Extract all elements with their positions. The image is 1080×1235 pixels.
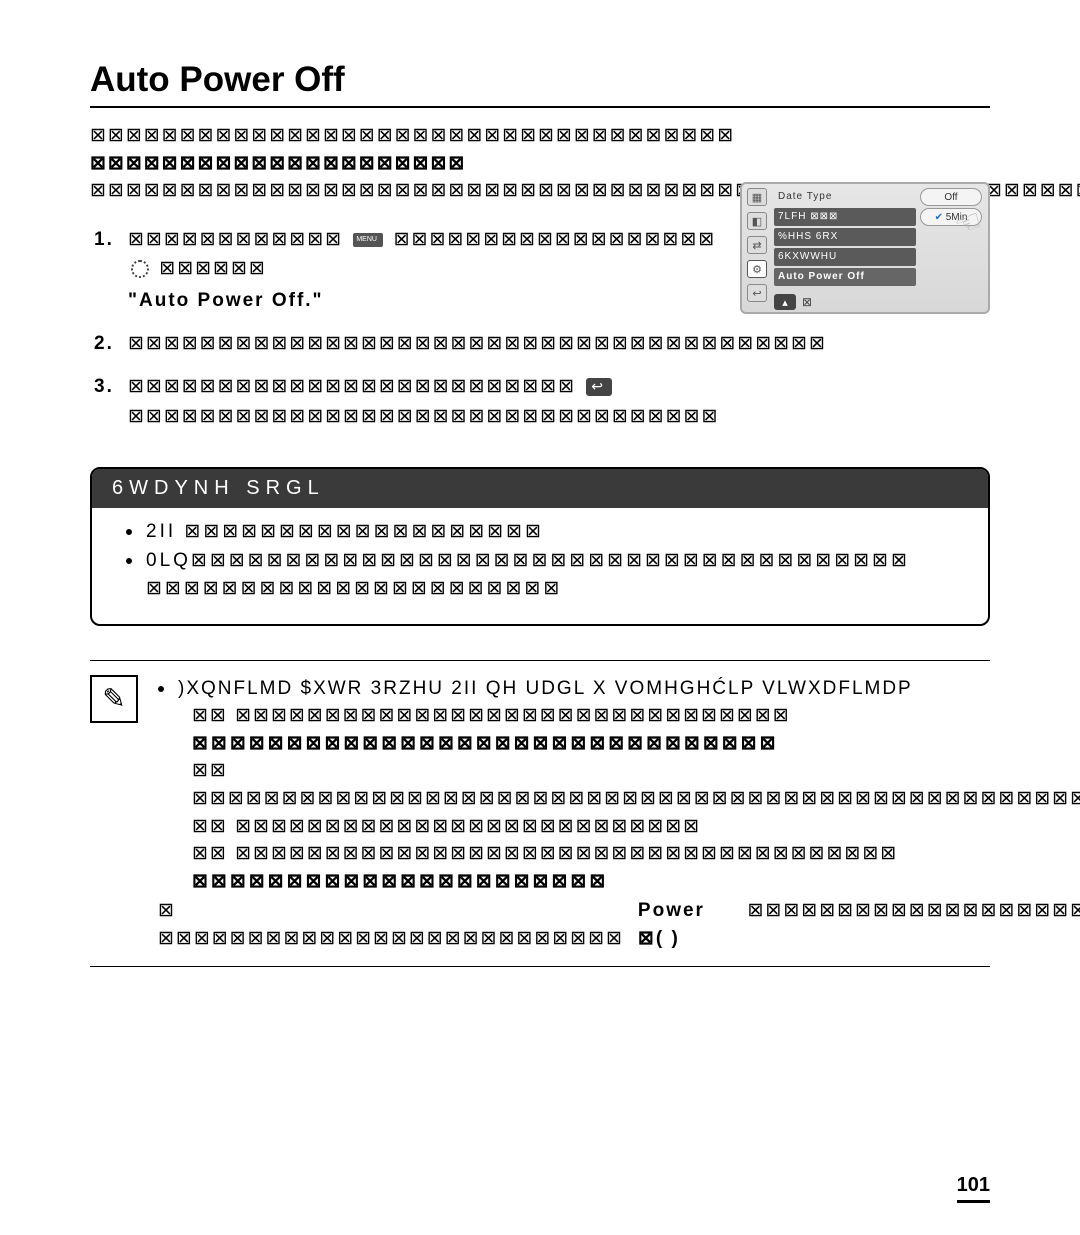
note-ind4a: ⊠⊠ ⊠⊠⊠⊠⊠⊠⊠⊠⊠⊠⊠⊠⊠⊠⊠⊠⊠⊠⊠⊠⊠⊠⊠⊠⊠⊠⊠⊠⊠⊠⊠⊠⊠⊠⊠⊠⊠	[192, 843, 898, 864]
box-item-1: 2II ⊠⊠⊠⊠⊠⊠⊠⊠⊠⊠⊠⊠⊠⊠⊠⊠⊠⊠⊠	[146, 518, 544, 547]
panel-row: %HHS 6RX	[774, 228, 916, 246]
panel-icon-settings: ⚙	[747, 260, 767, 278]
step1-text-b: ⊠⊠⊠⊠⊠⊠	[159, 258, 267, 279]
step2-text: ⊠⊠⊠⊠⊠⊠⊠⊠⊠⊠⊠⊠⊠⊠⊠⊠⊠⊠⊠⊠⊠⊠⊠⊠⊠⊠⊠⊠⊠⊠⊠⊠⊠⊠⊠⊠⊠⊠⊠	[128, 333, 827, 354]
step-3: 3. ⊠⊠⊠⊠⊠⊠⊠⊠⊠⊠⊠⊠⊠⊠⊠⊠⊠⊠⊠⊠⊠⊠⊠⊠⊠ ⊠⊠⊠⊠⊠⊠⊠⊠⊠⊠⊠…	[94, 372, 990, 431]
step1-bold: "Auto Power Off."	[128, 286, 720, 315]
step-num: 2.	[94, 329, 116, 358]
bullet-icon	[126, 558, 132, 564]
box-header: 6WDYNH SRGL	[92, 469, 988, 508]
note-ind1b: ⊠⊠⊠⊠⊠⊠⊠⊠⊠⊠⊠⊠⊠⊠⊠⊠⊠⊠⊠⊠⊠⊠⊠⊠⊠⊠⊠⊠⊠⊠⊠	[192, 733, 779, 754]
note-ind3: ⊠⊠ ⊠⊠⊠⊠⊠⊠⊠⊠⊠⊠⊠⊠⊠⊠⊠⊠⊠⊠⊠⊠⊠⊠⊠⊠⊠⊠	[158, 813, 1080, 841]
step1-text-a: ⊠⊠⊠⊠⊠⊠⊠⊠⊠⊠⊠⊠	[128, 229, 350, 250]
panel-icon: ▦	[747, 188, 767, 206]
return-icon	[586, 378, 612, 396]
submenu-box: 6WDYNH SRGL 2II ⊠⊠⊠⊠⊠⊠⊠⊠⊠⊠⊠⊠⊠⊠⊠⊠⊠⊠⊠ 0LQ⊠…	[90, 467, 990, 626]
note-b2a: ⊠ ⊠⊠⊠⊠⊠⊠⊠⊠⊠⊠⊠⊠⊠⊠⊠⊠⊠⊠⊠⊠⊠⊠⊠⊠⊠⊠	[158, 897, 624, 952]
page-number: 101	[957, 1174, 990, 1203]
note-b2bold: Power ⊠( )	[638, 897, 734, 952]
note-body: )XQNFLMD $XWR 3RZHU 2II QH UDGL X VOMHGH…	[158, 675, 1080, 952]
panel-bottom: ▴ ⊠	[774, 294, 812, 310]
note-b2b: ⊠⊠⊠⊠⊠⊠⊠⊠⊠⊠⊠⊠⊠⊠⊠⊠⊠⊠⊠⊠	[748, 897, 1080, 952]
panel-row: 6KXWWHU	[774, 248, 916, 266]
note-ind1: ⊠⊠ ⊠⊠⊠⊠⊠⊠⊠⊠⊠⊠⊠⊠⊠⊠⊠⊠⊠⊠⊠⊠⊠⊠⊠⊠⊠⊠⊠⊠⊠⊠⊠	[192, 705, 791, 726]
note-ind4b: ⊠⊠⊠⊠⊠⊠⊠⊠⊠⊠⊠⊠⊠⊠⊠⊠⊠⊠⊠⊠⊠⊠	[192, 871, 608, 892]
page-title: Auto Power Off	[90, 60, 990, 108]
panel-up-icon: ▴	[774, 294, 796, 310]
note-b1: )XQNFLMD $XWR 3RZHU 2II QH UDGL X VOMHGH…	[178, 675, 913, 703]
intro-plain: ⊠⊠⊠⊠⊠⊠⊠⊠⊠⊠⊠⊠⊠⊠⊠⊠⊠⊠⊠⊠⊠⊠⊠⊠⊠⊠⊠⊠⊠⊠⊠⊠⊠⊠⊠⊠	[90, 125, 735, 146]
note-ind2: ⊠⊠ ⊠⊠⊠⊠⊠⊠⊠⊠⊠⊠⊠⊠⊠⊠⊠⊠⊠⊠⊠⊠⊠⊠⊠⊠⊠⊠⊠⊠⊠⊠⊠⊠⊠⊠⊠⊠⊠…	[158, 757, 1080, 812]
step-num: 3.	[94, 372, 116, 431]
panel-icon: ⇄	[747, 236, 767, 254]
box-item-2: 0LQ⊠⊠⊠⊠⊠⊠⊠⊠⊠⊠⊠⊠⊠⊠⊠⊠⊠⊠⊠⊠⊠⊠⊠⊠⊠⊠⊠⊠⊠⊠⊠⊠⊠⊠⊠⊠⊠…	[146, 547, 954, 604]
panel-row-selected: Auto Power Off	[774, 268, 916, 286]
note-icon: ✎	[90, 675, 138, 723]
bullet-icon	[126, 529, 132, 535]
bullet-icon	[158, 686, 164, 692]
step3-text-a: ⊠⊠⊠⊠⊠⊠⊠⊠⊠⊠⊠⊠⊠⊠⊠⊠⊠⊠⊠⊠⊠⊠⊠⊠⊠	[128, 376, 583, 397]
panel-icon: ↩	[747, 284, 767, 302]
panel-row: 7LFH ⊠⊠⊠	[774, 208, 916, 226]
step-num: 1.	[94, 225, 116, 315]
menu-icon	[353, 233, 383, 247]
step-2: 2. ⊠⊠⊠⊠⊠⊠⊠⊠⊠⊠⊠⊠⊠⊠⊠⊠⊠⊠⊠⊠⊠⊠⊠⊠⊠⊠⊠⊠⊠⊠⊠⊠⊠⊠⊠⊠⊠…	[94, 329, 990, 358]
box-body: 2II ⊠⊠⊠⊠⊠⊠⊠⊠⊠⊠⊠⊠⊠⊠⊠⊠⊠⊠⊠ 0LQ⊠⊠⊠⊠⊠⊠⊠⊠⊠⊠⊠⊠⊠…	[92, 508, 988, 624]
step1-text-mid: ⊠⊠⊠⊠⊠⊠⊠⊠⊠⊠⊠⊠⊠⊠⊠⊠⊠⊠	[394, 229, 717, 250]
panel-sidebar: ▦ ◧ ⇄ ⚙ ↩	[742, 184, 772, 312]
step3-text-b: ⊠⊠⊠⊠⊠⊠⊠⊠⊠⊠⊠⊠⊠⊠⊠⊠⊠⊠⊠⊠⊠⊠⊠⊠⊠⊠⊠⊠⊠⊠⊠⊠⊠	[128, 406, 719, 427]
intro-bold: ⊠⊠⊠⊠⊠⊠⊠⊠⊠⊠⊠⊠⊠⊠⊠⊠⊠⊠⊠⊠⊠	[90, 153, 466, 174]
panel-icon: ◧	[747, 212, 767, 230]
panel-list: Date Type 7LFH ⊠⊠⊠ %HHS 6RX 6KXWWHU Auto…	[774, 188, 916, 288]
note-block: ✎ )XQNFLMD $XWR 3RZHU 2II QH UDGL X VOMH…	[90, 660, 990, 967]
gear-icon	[131, 260, 149, 278]
panel-row: Date Type	[774, 188, 916, 206]
settings-panel: ▦ ◧ ⇄ ⚙ ↩ Date Type 7LFH ⊠⊠⊠ %HHS 6RX 6K…	[740, 182, 990, 314]
